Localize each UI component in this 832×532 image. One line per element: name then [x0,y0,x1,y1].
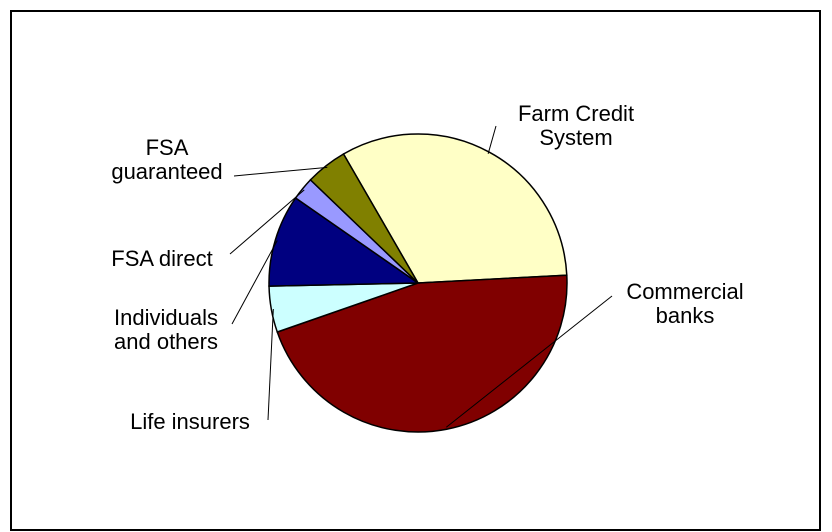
leader-line-2 [267,309,274,421]
slice-label-line: Commercial [626,279,743,304]
slice-label-line: System [539,125,612,150]
slice-label-line: FSA [146,135,189,160]
slice-label-line: and others [114,329,218,354]
pie-slice-3 [268,196,421,287]
pie-slices [268,133,568,433]
slice-label-line: Farm Credit [518,101,634,126]
slice-label-line: Individuals [114,305,218,330]
pie-slice-5 [309,152,419,284]
slice-label-1: Commercial banks [626,279,743,328]
slice-label-0: Farm Credit System [518,101,634,150]
leader-line-5 [233,166,328,177]
slice-label-line: guaranteed [111,159,222,184]
slice-label-5: FSA guaranteed [111,135,222,184]
slice-label-2: Life insurers [130,409,250,434]
slice-label-3: Individuals and others [114,305,218,354]
leader-line-3 [231,240,278,325]
slice-label-line: Life insurers [130,409,250,434]
slice-label-4: FSA direct [111,246,212,271]
slice-label-line: banks [656,303,715,328]
leader-line-1 [445,295,613,428]
leader-line-0 [487,125,497,154]
slice-labels: Farm Credit System Commercial banks Life ins… [111,101,743,434]
leader-line-4 [229,189,305,255]
leader-lines [229,125,613,428]
pie-slice-1 [276,274,568,433]
slice-label-line: FSA direct [111,246,212,271]
